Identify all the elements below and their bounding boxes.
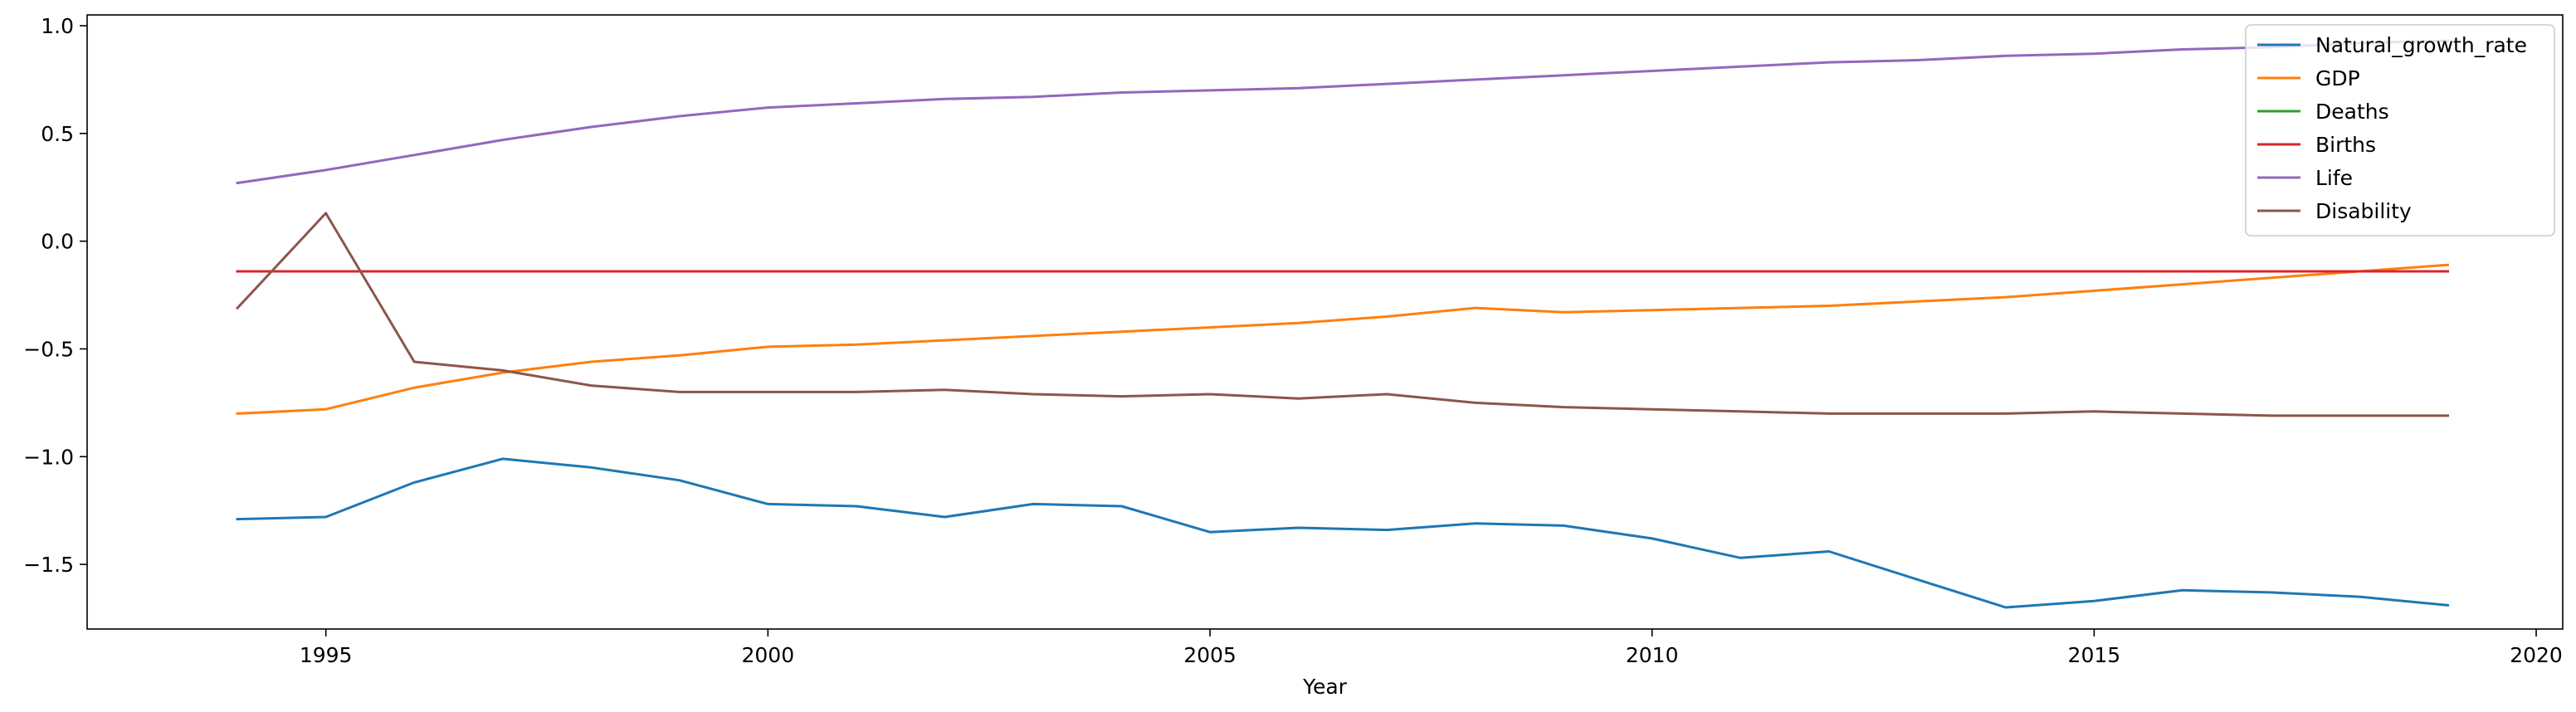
legend-label: GDP	[2315, 66, 2360, 90]
y-tick-label: 1.0	[41, 14, 74, 38]
legend-box	[2245, 24, 2555, 237]
legend-label: Births	[2315, 133, 2376, 157]
legend-label: Deaths	[2315, 100, 2389, 124]
y-tick-label: 0.0	[41, 230, 74, 254]
x-axis-ticks: 1995 2000 2005 2010 2015 2020	[300, 629, 2563, 667]
legend: Natural_growth_rate GDP Deaths Births Life Di…	[2245, 24, 2555, 237]
legend-label: Natural_growth_rate	[2315, 33, 2527, 57]
x-tick-label: 2005	[1183, 643, 1237, 667]
plot-lines	[235, 39, 2450, 609]
y-tick-label: −1.0	[23, 445, 74, 469]
series-line-gdp	[236, 263, 2450, 415]
y-tick-label: −0.5	[23, 337, 74, 361]
y-axis-ticks: −1.5 −1.0 −0.5 0.0 0.5 1.0	[23, 14, 87, 577]
x-tick-label: 2015	[2068, 643, 2121, 667]
x-tick-label: 2020	[2510, 643, 2563, 667]
x-tick-label: 1995	[300, 643, 353, 667]
x-tick-label: 2000	[742, 643, 795, 667]
legend-label: Disability	[2315, 199, 2412, 223]
plot-frame	[86, 14, 2564, 630]
y-tick-label: 0.5	[41, 122, 74, 146]
x-axis-label: Year	[1302, 675, 1348, 699]
x-tick-label: 2010	[1626, 643, 1679, 667]
series-line-disability	[235, 212, 2449, 417]
y-tick-label: −1.5	[23, 553, 74, 577]
legend-label: Life	[2315, 166, 2353, 190]
series-line-life	[236, 39, 2450, 185]
series-line-natural-growth-rate	[236, 457, 2450, 609]
